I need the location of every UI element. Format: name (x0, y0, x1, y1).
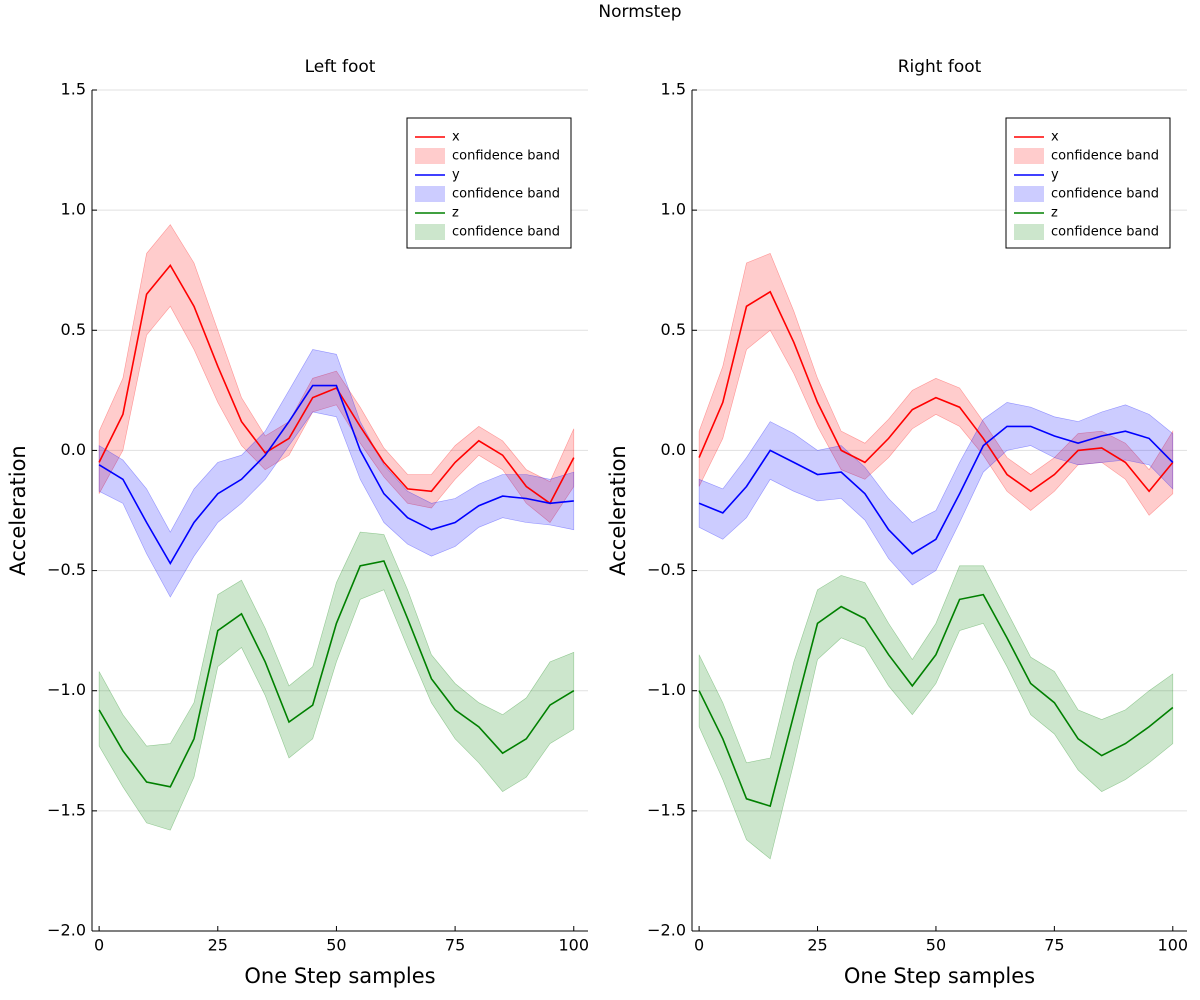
y-tick-label: 1.5 (61, 80, 86, 99)
y-tick-label: −2.0 (47, 921, 86, 940)
legend-band (1014, 148, 1044, 164)
confidence-band (98, 349, 575, 598)
y-tick-label: −0.5 (647, 560, 686, 579)
legend-label: x (1051, 130, 1059, 145)
x-tick-label: 50 (926, 936, 946, 955)
legend-label: y (1051, 168, 1059, 183)
series-line (98, 264, 575, 505)
legend-label: z (452, 206, 459, 221)
legend-label: z (1051, 206, 1058, 221)
series-line (698, 593, 1174, 808)
x-tick-label: 50 (326, 936, 346, 955)
confidence-band (698, 253, 1174, 516)
x-tick-label: 100 (1158, 936, 1189, 955)
y-tick-label: 1.5 (661, 80, 686, 99)
legend-label: confidence band (1051, 149, 1159, 164)
legend-label: confidence band (1051, 187, 1159, 202)
legend-box (406, 117, 572, 249)
y-tick-label: −1.0 (47, 680, 86, 699)
x-tick-label: 25 (208, 936, 228, 955)
confidence-band (98, 224, 575, 523)
series-line (98, 384, 574, 565)
legend-box (1005, 117, 1171, 249)
y-axis-label: Acceleration (6, 445, 30, 576)
y-axis-label: Acceleration (606, 445, 630, 576)
y-tick-label: 0.5 (661, 320, 686, 339)
y-tick-label: 0.5 (61, 320, 86, 339)
x-tick-label: 25 (807, 936, 827, 955)
legend-band (415, 186, 445, 202)
legend-band (1014, 186, 1044, 202)
y-tick-label: −2.0 (647, 921, 686, 940)
series-line (698, 425, 1174, 555)
legend-band (415, 148, 445, 164)
legend-label: confidence band (452, 149, 560, 164)
legend-band (1014, 224, 1044, 240)
suptitle: Normstep (598, 2, 681, 22)
x-tick-label: 100 (558, 936, 589, 955)
x-tick-label: 0 (694, 936, 704, 955)
y-tick-label: −1.5 (647, 800, 686, 819)
legend-label: x (452, 130, 460, 145)
legend-band (415, 224, 445, 240)
legend-label: confidence band (452, 225, 560, 240)
y-tick-label: 1.0 (61, 200, 86, 219)
y-tick-label: 1.0 (661, 200, 686, 219)
confidence-band (98, 531, 575, 831)
plot-title: Right foot (898, 57, 982, 77)
confidence-band (698, 565, 1174, 860)
legend-label: confidence band (452, 187, 560, 202)
x-axis-label: One Step samples (244, 964, 435, 988)
x-tick-label: 75 (1044, 936, 1064, 955)
y-tick-label: 0.0 (61, 440, 86, 459)
x-axis-label: One Step samples (844, 964, 1035, 988)
x-tick-label: 75 (445, 936, 465, 955)
confidence-band (698, 402, 1174, 586)
y-tick-label: −1.0 (647, 680, 686, 699)
series-line (698, 290, 1174, 493)
legend-label: confidence band (1051, 225, 1159, 240)
plot-title: Left foot (305, 57, 376, 77)
series-line (98, 560, 575, 788)
x-tick-label: 0 (94, 936, 104, 955)
y-tick-label: 0.0 (661, 440, 686, 459)
y-tick-label: −1.5 (47, 800, 86, 819)
legend-label: y (452, 168, 460, 183)
y-tick-label: −0.5 (47, 560, 86, 579)
